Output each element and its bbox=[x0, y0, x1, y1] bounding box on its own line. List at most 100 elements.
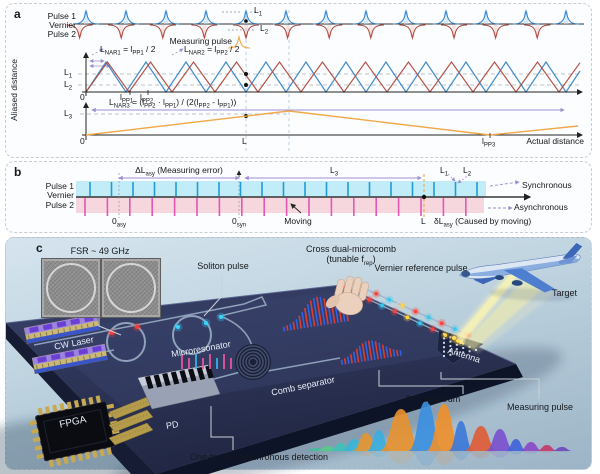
measuring-error-label: ΔLasy (Measuring error) bbox=[135, 165, 223, 178]
comb-bar bbox=[301, 311, 306, 329]
spectrum-reflection bbox=[366, 451, 392, 458]
laser-pad bbox=[70, 318, 81, 325]
tunable-frep-label: (tunable frep) bbox=[326, 254, 376, 267]
laser-stripe bbox=[35, 365, 38, 370]
target-label: Target bbox=[552, 288, 578, 298]
lpp2-tick-label: lPP2 bbox=[140, 92, 154, 105]
laser-stripe bbox=[47, 362, 50, 368]
laser-pad bbox=[64, 350, 75, 358]
light-dot bbox=[367, 297, 372, 302]
l2-pointer bbox=[457, 173, 471, 184]
zero-asy-label: 0asy bbox=[111, 216, 127, 229]
pd-fin bbox=[196, 367, 206, 380]
laser-pad bbox=[29, 326, 39, 333]
spectrum-hump bbox=[536, 445, 558, 451]
comb-bar bbox=[340, 359, 344, 366]
light-dot bbox=[439, 321, 444, 326]
pin bbox=[44, 406, 51, 414]
coil-ring bbox=[242, 351, 264, 373]
laser-stripe bbox=[77, 357, 79, 362]
pin bbox=[36, 453, 45, 460]
laser-stripe bbox=[57, 329, 60, 334]
pin bbox=[66, 401, 73, 410]
antenna-element bbox=[443, 350, 445, 353]
spectrum-hump bbox=[464, 426, 498, 451]
laser-stripe bbox=[33, 334, 36, 339]
antenna-element bbox=[443, 341, 445, 344]
pulse1-band bbox=[76, 181, 486, 197]
spectrum-hump bbox=[379, 409, 423, 451]
connector-line bbox=[203, 274, 223, 317]
tail-fin bbox=[562, 243, 583, 260]
x-axis-label: Actual distance bbox=[526, 136, 584, 146]
pulse-glyph bbox=[274, 24, 301, 41]
pulse-glow bbox=[77, 25, 82, 37]
spectrum-reflection bbox=[408, 451, 444, 466]
antenna-element bbox=[455, 343, 458, 346]
l1-pointer bbox=[447, 173, 456, 182]
antenna-element bbox=[449, 345, 452, 347]
comb-bar bbox=[355, 348, 360, 363]
pin bbox=[95, 395, 101, 404]
light-dot bbox=[430, 327, 435, 332]
pin bbox=[92, 450, 98, 458]
nose bbox=[461, 270, 471, 277]
spectrum-reflection bbox=[519, 451, 543, 454]
connector-line bbox=[210, 406, 234, 450]
fpga-chip bbox=[29, 395, 122, 468]
spectrum-reflection bbox=[448, 451, 474, 460]
one-to-one-label: One-to-one synchronous detection bbox=[189, 452, 329, 462]
laser-base bbox=[26, 325, 100, 344]
comb-spectrum bbox=[340, 340, 402, 366]
comb-bar bbox=[306, 303, 313, 328]
microresonator-ring-1 bbox=[106, 322, 146, 362]
y-axis-label: Aliased distance bbox=[9, 59, 19, 121]
comb-bar bbox=[343, 358, 347, 365]
aircraft-shadow bbox=[489, 288, 574, 302]
coil-ring bbox=[239, 348, 267, 376]
dot bbox=[244, 83, 248, 87]
pulse-glow bbox=[324, 11, 328, 24]
tuning-hand bbox=[325, 275, 369, 316]
pin bbox=[77, 453, 84, 462]
panel-c: c FSR ~ 49 GHz Soliton pulse Cross dual-… bbox=[0, 237, 592, 474]
l3-tick-label: L3 bbox=[64, 108, 73, 121]
l2-tick-label: L2 bbox=[64, 79, 73, 92]
comb-bar bbox=[298, 315, 302, 329]
comb-bar bbox=[323, 298, 329, 325]
resonator-ring-photo-2 bbox=[106, 263, 156, 313]
laser-stripe bbox=[92, 322, 95, 327]
waveguide bbox=[261, 357, 341, 373]
comb-bar bbox=[334, 306, 339, 323]
spectrum-reflection bbox=[352, 451, 380, 457]
comb-bar bbox=[292, 321, 296, 330]
laser-stripe bbox=[39, 332, 42, 338]
pin bbox=[34, 445, 43, 451]
wire-ribbon bbox=[108, 422, 154, 446]
l2-annotation: L2 bbox=[260, 23, 269, 36]
pin bbox=[59, 403, 65, 411]
pulse1-label: Pulse 1 bbox=[45, 181, 74, 191]
dot bbox=[421, 194, 427, 200]
pulse-glyph bbox=[552, 8, 580, 25]
antenna-element bbox=[449, 353, 452, 356]
pulse-glyph bbox=[72, 8, 100, 25]
synchronous-label: Synchronous bbox=[522, 180, 572, 190]
pulse-glyph bbox=[440, 24, 468, 41]
engine bbox=[511, 280, 523, 286]
spectrum-hump bbox=[426, 404, 462, 451]
measuring-pulse-label: Measuring pulse bbox=[169, 36, 232, 46]
spectrum-hump bbox=[448, 421, 474, 451]
origin-label: 0 bbox=[80, 92, 85, 102]
pulse-glyph bbox=[357, 24, 384, 41]
pulse-glow bbox=[493, 25, 498, 37]
zero-syn-label: 0syn bbox=[231, 216, 247, 229]
comb-bar bbox=[367, 340, 373, 361]
dot bbox=[244, 72, 248, 76]
pulse-glow bbox=[284, 11, 288, 24]
asynchronous-label: Asynchronous bbox=[514, 202, 568, 212]
resonator-ring-photo bbox=[46, 263, 96, 313]
light-dot bbox=[374, 291, 379, 296]
spectrum-hump bbox=[505, 439, 527, 451]
pulse-glyph bbox=[112, 8, 140, 25]
